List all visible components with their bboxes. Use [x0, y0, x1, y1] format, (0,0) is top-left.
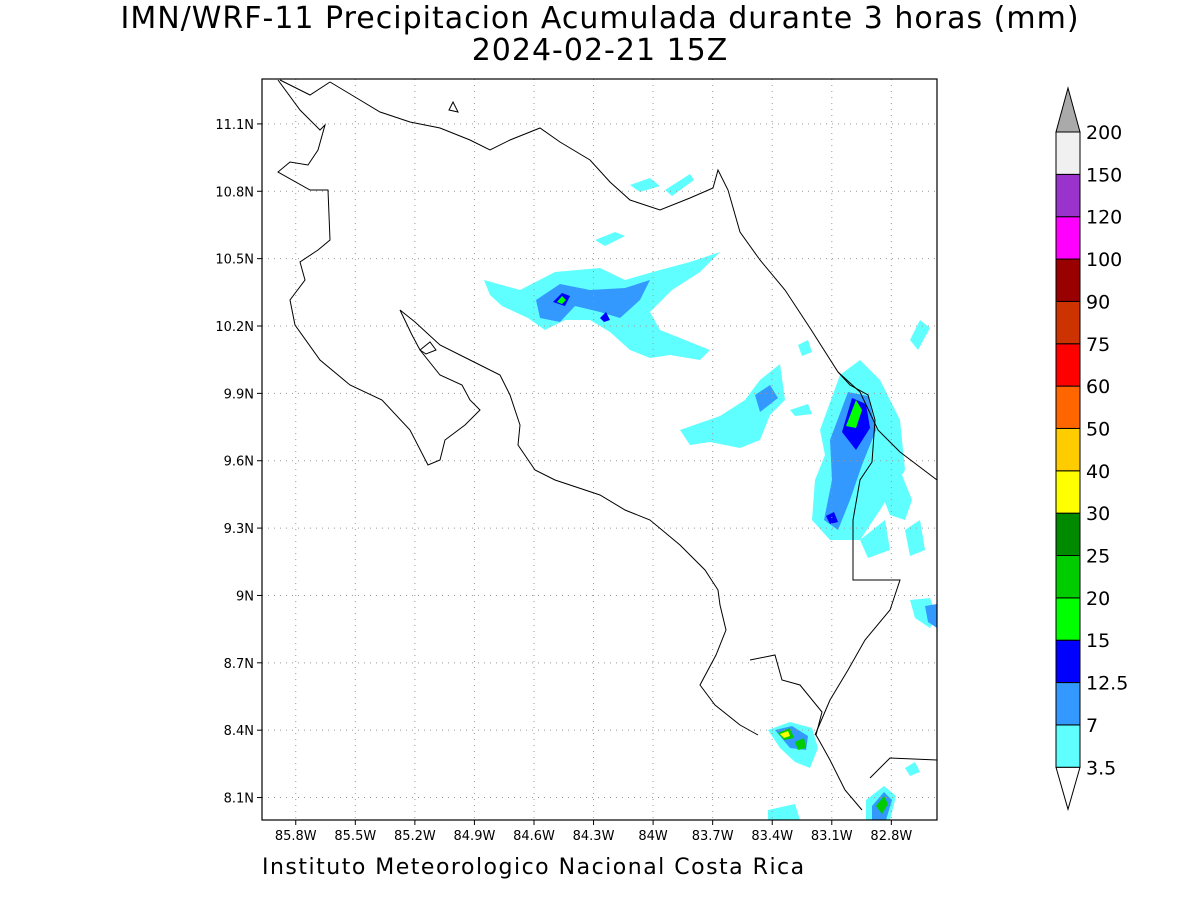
- lat-label: 9.3N: [224, 522, 254, 537]
- colorbar-label: 7: [1086, 715, 1098, 737]
- precip-area: [925, 604, 937, 628]
- lon-label: 84.3W: [573, 829, 615, 844]
- colorbar-box: [1055, 343, 1081, 387]
- colorbar-min-triangle: [1055, 766, 1081, 812]
- lon-label: 85.5W: [334, 829, 376, 844]
- colorbar-box: [1055, 300, 1081, 345]
- precip-area: [880, 470, 912, 520]
- precip-area: [768, 804, 800, 820]
- precip-area: [876, 796, 888, 814]
- island: [448, 100, 459, 113]
- lon-label: 82.8W: [870, 829, 912, 844]
- colorbar-box: [1055, 131, 1081, 175]
- latitude-labels: 11.1N 10.8N 10.5N 10.2N 9.9N 9.6N 9.3N 9N 8.7N 8.…: [215, 118, 262, 807]
- lon-label: 85.8W: [275, 829, 317, 844]
- colorbar-max-triangle: [1055, 86, 1081, 133]
- precip-area: [798, 340, 812, 356]
- colorbar-box: [1055, 216, 1081, 260]
- lat-label: 8.1N: [224, 792, 254, 807]
- precip-area: [790, 404, 812, 416]
- precip-area: [795, 738, 806, 750]
- colorbar-box: [1055, 427, 1081, 472]
- lon-label: 84.6W: [513, 829, 555, 844]
- colorbar-box: [1055, 597, 1081, 641]
- colorbar-box: [1055, 682, 1081, 726]
- precip-area: [665, 174, 694, 196]
- lat-label: 9N: [236, 589, 254, 604]
- lat-label: 10.8N: [215, 185, 254, 200]
- colorbar-label: 20: [1086, 588, 1110, 610]
- colorbar-label: 40: [1086, 461, 1110, 483]
- lon-label: 84W: [638, 829, 668, 844]
- map-footer: Instituto Meteorologico Nacional Costa R…: [262, 855, 806, 880]
- colorbar-label: 15: [1086, 630, 1110, 652]
- precip-area: [780, 731, 790, 738]
- colorbar-box: [1055, 512, 1081, 557]
- colorbar-label: 150: [1086, 164, 1122, 186]
- colorbar-label: 100: [1086, 249, 1122, 271]
- precip-area: [905, 762, 920, 776]
- colorbar-label: 30: [1086, 503, 1110, 525]
- colorbar-box: [1055, 470, 1081, 514]
- colorbar-box: [1055, 639, 1081, 684]
- lat-label: 10.2N: [215, 320, 254, 335]
- border-nicaragua: [279, 79, 331, 96]
- colorbar-box: [1055, 724, 1081, 768]
- colorbar-box: [1055, 258, 1081, 302]
- colorbar-label: 3.5: [1086, 757, 1116, 779]
- precip-field: [484, 174, 937, 820]
- lat-label: 10.5N: [215, 253, 254, 268]
- coast-osa: [749, 654, 863, 811]
- colorbar-box: [1055, 385, 1081, 429]
- colorbar-label: 60: [1086, 376, 1110, 398]
- lake: [419, 341, 437, 355]
- colorbar-label: 50: [1086, 418, 1110, 440]
- precip-area: [910, 320, 930, 350]
- colorbar-label: 75: [1086, 334, 1110, 356]
- map-frame: [261, 78, 938, 821]
- lon-label: 85.2W: [394, 829, 436, 844]
- colorbar-label: 12.5: [1086, 673, 1128, 695]
- precip-area: [860, 520, 890, 558]
- precip-area: [680, 364, 785, 448]
- colorbar: 3.5 7 12.5 15 20 25 30 40 50 60 75 90 100 120 150 200: [1055, 86, 1128, 812]
- coastline-caribbean: [329, 81, 938, 481]
- lon-label: 83.4W: [751, 829, 793, 844]
- colorbar-label: 25: [1086, 546, 1110, 568]
- coastline: [277, 79, 938, 811]
- colorbar-label: 90: [1086, 291, 1110, 313]
- lat-label: 8.4N: [224, 724, 254, 739]
- precip-area: [600, 312, 610, 322]
- lat-label: 8.7N: [224, 657, 254, 672]
- precip-area: [595, 232, 625, 246]
- colorbar-label: 200: [1086, 122, 1122, 144]
- coastline-pacific: [277, 79, 759, 736]
- longitude-labels: 85.8W 85.5W 85.2W 84.9W 84.6W 84.3W 84W 83.7W 83…: [275, 820, 912, 844]
- map-title: IMN/WRF-11 Precipitacion Acumulada duran…: [120, 1, 1080, 36]
- coast-burica: [869, 757, 938, 779]
- colorbar-label: 120: [1086, 207, 1122, 229]
- colorbar-box: [1055, 555, 1081, 599]
- lon-label: 84.9W: [454, 829, 496, 844]
- lon-label: 83.1W: [811, 829, 853, 844]
- precip-area: [630, 178, 660, 192]
- lat-label: 9.9N: [224, 387, 254, 402]
- precip-area: [536, 280, 650, 322]
- precip-area: [905, 520, 925, 556]
- map-subtitle: 2024-02-21 15Z: [471, 33, 729, 68]
- precip-area: [846, 400, 862, 428]
- lon-label: 83.7W: [692, 829, 734, 844]
- border-panama: [814, 371, 901, 736]
- lat-label: 11.1N: [215, 118, 254, 133]
- colorbar-box: [1055, 173, 1081, 218]
- lat-label: 9.6N: [224, 455, 254, 470]
- precip-area: [557, 296, 566, 304]
